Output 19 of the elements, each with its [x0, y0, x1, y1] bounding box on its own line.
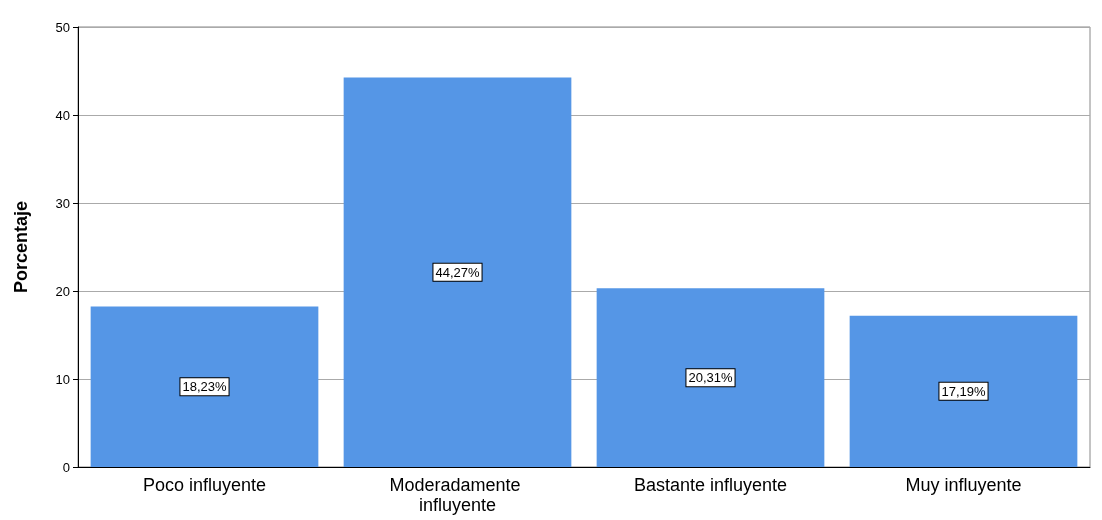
bar — [849, 315, 1078, 467]
y-tick-label: 30 — [55, 195, 70, 211]
y-tick-label: 10 — [55, 371, 70, 387]
y-tick-label: 20 — [55, 283, 70, 299]
x-tick-label: Bastante influyente — [633, 475, 788, 495]
y-axis-title: Porcentaje — [11, 200, 31, 294]
data-label: 18,23% — [182, 379, 227, 395]
y-tick-label: 0 — [62, 459, 70, 475]
data-label: 20,31% — [688, 370, 733, 386]
x-tick-label: Muy influyente — [905, 475, 1022, 495]
y-tick-label: 50 — [55, 19, 70, 35]
bar — [90, 306, 319, 467]
bar — [343, 77, 572, 467]
x-tick-label: Moderadamente influyente — [389, 475, 526, 515]
bar — [596, 288, 825, 467]
y-tick-label: 40 — [55, 107, 70, 123]
data-label: 44,27% — [435, 264, 480, 280]
x-tick-label: Poco influyente — [142, 475, 267, 495]
data-label: 17,19% — [941, 383, 986, 399]
